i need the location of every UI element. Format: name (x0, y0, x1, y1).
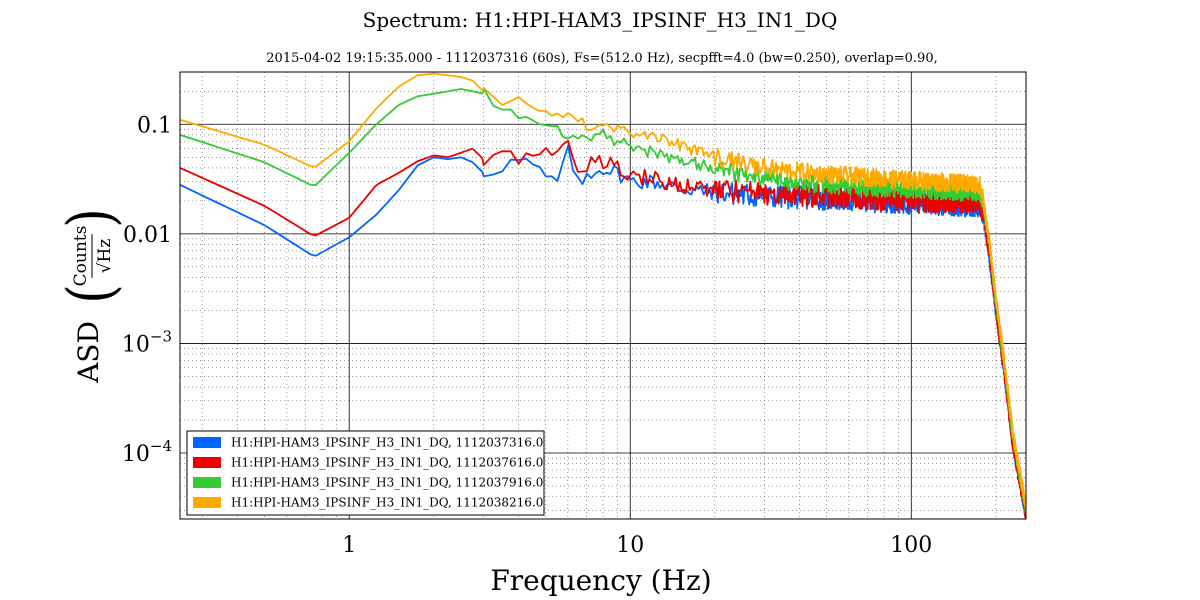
legend-swatch (193, 457, 221, 468)
series-line-4 (180, 72, 1026, 512)
x-axis-label: Frequency (Hz) (490, 564, 711, 597)
legend-swatch (193, 477, 221, 488)
y-tick-exponent: −4 (150, 437, 172, 455)
series-line-3 (180, 87, 1026, 515)
y-tick-label: 10−4 (122, 437, 172, 467)
chart-subtitle: 2015-04-02 19:15:35.000 - 1112037316 (60… (266, 51, 937, 66)
y-tick-label: 10−3 (122, 327, 172, 357)
chart-title: Spectrum: H1:HPI-HAM3_IPSINF_H3_IN1_DQ (363, 8, 838, 32)
x-tick-label: 1 (342, 533, 356, 558)
legend-swatch (193, 437, 221, 448)
y-axis-label: ASD ( Counts √Hz ) (54, 208, 127, 384)
plot-frame (179, 71, 1027, 520)
y-axis-unit-denominator: √Hz (95, 239, 115, 274)
y-axis-label-text: ASD (72, 321, 105, 384)
legend: H1:HPI-HAM3_IPSINF_H3_IN1_DQ, 1112037316… (186, 430, 545, 516)
legend-swatch (193, 497, 221, 508)
legend-entry-label: H1:HPI-HAM3_IPSINF_H3_IN1_DQ, 1112037916… (231, 476, 543, 490)
plot-area (180, 72, 1026, 519)
y-tick-base: 10 (122, 442, 150, 467)
y-tick-label: 0.1 (137, 113, 172, 138)
y-axis-paren-right: ) (54, 208, 127, 228)
legend-box (186, 430, 545, 516)
y-tick-label: 0.01 (123, 223, 172, 248)
y-tick-base: 10 (122, 332, 150, 357)
x-tick-label: 10 (616, 533, 644, 558)
legend-entry-label: H1:HPI-HAM3_IPSINF_H3_IN1_DQ, 1112038216… (231, 496, 543, 510)
y-axis-paren-left: ( (54, 284, 127, 304)
y-axis-unit-numerator: Counts (71, 226, 91, 287)
legend-entry-label: H1:HPI-HAM3_IPSINF_H3_IN1_DQ, 1112037616… (231, 456, 543, 470)
x-tick-label: 100 (890, 533, 932, 558)
legend-entry-label: H1:HPI-HAM3_IPSINF_H3_IN1_DQ, 1112037316… (231, 436, 543, 450)
y-tick-exponent: −3 (150, 327, 172, 345)
